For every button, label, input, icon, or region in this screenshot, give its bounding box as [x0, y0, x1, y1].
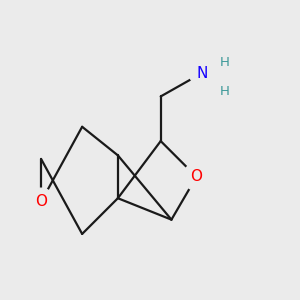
- Text: O: O: [35, 194, 47, 209]
- Circle shape: [189, 61, 214, 86]
- Text: H: H: [220, 56, 230, 69]
- Text: N: N: [196, 66, 208, 81]
- Circle shape: [183, 163, 210, 190]
- Circle shape: [28, 188, 55, 215]
- Text: H: H: [220, 85, 230, 98]
- Text: O: O: [190, 169, 202, 184]
